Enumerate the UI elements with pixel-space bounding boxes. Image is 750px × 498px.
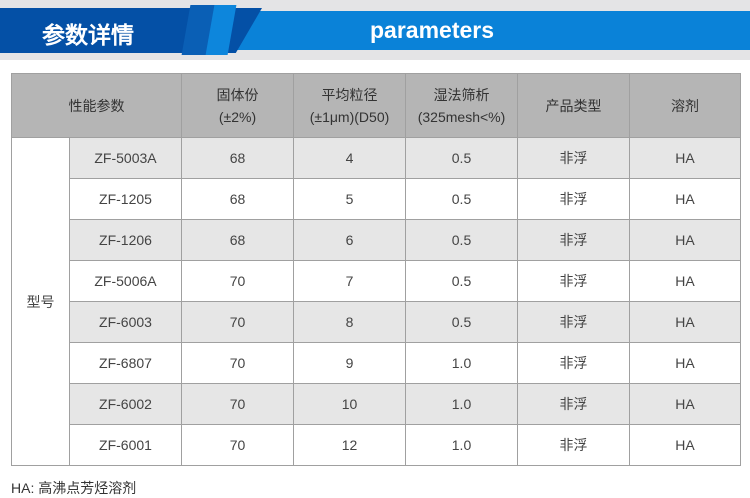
parameters-table: 性能参数 固体份 (±2%) 平均粒径 (±1μm)(D50) 湿法筛析 (325me…: [11, 73, 741, 466]
cell-sieve: 0.5: [405, 178, 518, 220]
banner-light-band: [200, 11, 750, 50]
cell-type: 非浮: [517, 424, 630, 466]
cell-solid: 68: [181, 137, 294, 179]
header-type: 产品类型: [517, 73, 630, 138]
table-row: ZF-6807 70 9 1.0 非浮 HA: [12, 342, 741, 384]
cell-type: 非浮: [517, 178, 630, 220]
cell-solvent: HA: [629, 137, 741, 179]
cell-model: ZF-6807: [69, 342, 182, 384]
cell-model: ZF-6002: [69, 383, 182, 425]
cell-model: ZF-5006A: [69, 260, 182, 302]
cell-solvent: HA: [629, 260, 741, 302]
cell-particle: 5: [293, 178, 406, 220]
table-row: ZF-6003 70 8 0.5 非浮 HA: [12, 301, 741, 343]
banner-title-cn: 参数详情: [42, 22, 134, 48]
table-row: ZF-6001 70 12 1.0 非浮 HA: [12, 424, 741, 466]
footnote: HA: 高沸点芳烃溶剂: [11, 480, 137, 496]
header-sieve-unit: (325mesh<%): [417, 108, 506, 125]
header-solid-unit: (±2%): [218, 108, 257, 125]
cell-solvent: HA: [629, 383, 741, 425]
cell-particle: 9: [293, 342, 406, 384]
table-row: 型号 ZF-5003A 68 4 0.5 非浮 HA: [11, 137, 741, 466]
cell-particle: 8: [293, 301, 406, 343]
cell-solid: 68: [181, 178, 294, 220]
cell-sieve: 0.5: [405, 137, 518, 179]
cell-particle: 6: [293, 219, 406, 261]
cell-solvent: HA: [629, 301, 741, 343]
header-solid-label: 固体份: [216, 86, 259, 103]
cell-sieve: 0.5: [405, 301, 518, 343]
cell-solid: 70: [181, 424, 294, 466]
cell-sieve: 1.0: [405, 342, 518, 384]
cell-sieve: 1.0: [405, 424, 518, 466]
model-label: 型号: [11, 137, 70, 466]
header-particle-label: 平均粒径: [321, 86, 378, 103]
cell-solvent: HA: [629, 219, 741, 261]
cell-solid: 68: [181, 219, 294, 261]
cell-model: ZF-6001: [69, 424, 182, 466]
cell-particle: 10: [293, 383, 406, 425]
cell-particle: 7: [293, 260, 406, 302]
cell-model: ZF-1206: [69, 219, 182, 261]
cell-solvent: HA: [629, 178, 741, 220]
table-row: ZF-1205 68 5 0.5 非浮 HA: [12, 178, 741, 220]
cell-model: ZF-6003: [69, 301, 182, 343]
cell-solvent: HA: [629, 342, 741, 384]
header-params: 性能参数: [11, 73, 182, 138]
cell-sieve: 0.5: [405, 260, 518, 302]
cell-particle: 4: [293, 137, 406, 179]
table-row: ZF-1206 68 6 0.5 非浮 HA: [12, 219, 741, 261]
cell-solid: 70: [181, 301, 294, 343]
cell-solid: 70: [181, 342, 294, 384]
cell-model: ZF-5003A: [69, 137, 182, 179]
cell-model: ZF-1205: [69, 178, 182, 220]
cell-solid: 70: [181, 260, 294, 302]
section-banner: 参数详情 parameters: [0, 0, 750, 60]
cell-sieve: 1.0: [405, 383, 518, 425]
cell-type: 非浮: [517, 137, 630, 179]
cell-solid: 70: [181, 383, 294, 425]
header-sieve-label: 湿法筛析: [433, 86, 490, 103]
header-particle-unit: (±1μm)(D50): [309, 108, 390, 125]
cell-type: 非浮: [517, 301, 630, 343]
table-row: ZF-6002 70 10 1.0 非浮 HA: [12, 383, 741, 425]
header-solvent: 溶剂: [629, 73, 741, 138]
table-header-row: 性能参数 固体份 (±2%) 平均粒径 (±1μm)(D50) 湿法筛析 (325me…: [11, 73, 741, 138]
header-solid: 固体份 (±2%): [181, 73, 294, 138]
cell-sieve: 0.5: [405, 219, 518, 261]
cell-type: 非浮: [517, 219, 630, 261]
cell-particle: 12: [293, 424, 406, 466]
cell-type: 非浮: [517, 342, 630, 384]
cell-type: 非浮: [517, 260, 630, 302]
cell-solvent: HA: [629, 424, 741, 466]
header-particle: 平均粒径 (±1μm)(D50): [293, 73, 406, 138]
table-row: ZF-5006A 70 7 0.5 非浮 HA: [12, 260, 741, 302]
cell-type: 非浮: [517, 383, 630, 425]
header-sieve: 湿法筛析 (325mesh<%): [405, 73, 518, 138]
banner-title-en: parameters: [370, 17, 495, 43]
